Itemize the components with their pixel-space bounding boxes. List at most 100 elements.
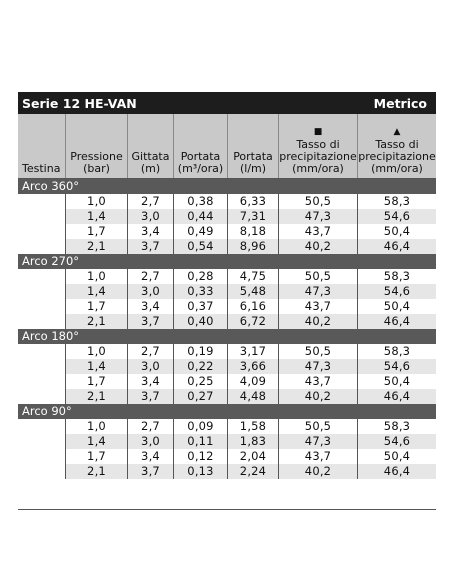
group-header: Arco 270° (18, 254, 436, 269)
table-cell: 54,6 (357, 209, 436, 224)
table-cell: 2,7 (127, 419, 173, 434)
testina-cell (18, 434, 65, 449)
header-portata-lm: Portata (l/m) (227, 114, 278, 178)
header-gittata: Gittata (m) (127, 114, 173, 178)
table-cell: 3,4 (127, 374, 173, 389)
table-cell: 4,75 (227, 269, 278, 284)
testina-cell (18, 419, 65, 434)
table-cell: 3,7 (127, 389, 173, 404)
table-row: 1,0 2,7 0,19 3,17 50,5 58,3 (18, 344, 436, 359)
table-cell: 1,4 (65, 284, 127, 299)
table-cell: 47,3 (278, 209, 357, 224)
table-cell: 50,4 (357, 374, 436, 389)
table-cell: 3,0 (127, 209, 173, 224)
table-cell: 0,27 (173, 389, 227, 404)
table-cell: 4,48 (227, 389, 278, 404)
testina-cell (18, 239, 65, 254)
table-cell: 0,12 (173, 449, 227, 464)
table-row: 1,4 3,0 0,33 5,48 47,3 54,6 (18, 284, 436, 299)
table-row: 2,1 3,7 0,27 4,48 40,2 46,4 (18, 389, 436, 404)
table-cell: 0,44 (173, 209, 227, 224)
table-cell: 50,4 (357, 449, 436, 464)
table-cell: 6,33 (227, 194, 278, 209)
table-cell: 40,2 (278, 239, 357, 254)
table-cell: 3,7 (127, 239, 173, 254)
table-row: 1,4 3,0 0,44 7,31 47,3 54,6 (18, 209, 436, 224)
table-cell: 54,6 (357, 284, 436, 299)
testina-cell (18, 299, 65, 314)
table-cell: 1,83 (227, 434, 278, 449)
table-cell: 50,5 (278, 419, 357, 434)
testina-cell (18, 284, 65, 299)
table-cell: 2,7 (127, 269, 173, 284)
table-cell: 47,3 (278, 284, 357, 299)
table-cell: 1,0 (65, 344, 127, 359)
table-row: 1,4 3,0 0,11 1,83 47,3 54,6 (18, 434, 436, 449)
table-cell: 1,0 (65, 194, 127, 209)
triangle-icon: ▲ (393, 127, 401, 137)
testina-cell (18, 344, 65, 359)
group-header: Arco 180° (18, 329, 436, 344)
table-row: 1,0 2,7 0,09 1,58 50,5 58,3 (18, 419, 436, 434)
table-cell: 40,2 (278, 314, 357, 329)
table-cell: 1,7 (65, 449, 127, 464)
header-pressione: Pressione (bar) (65, 114, 127, 178)
table-cell: 8,96 (227, 239, 278, 254)
square-icon: ■ (313, 127, 323, 137)
column-header-row: Testina Pressione (bar) Gittata (m) Port… (18, 114, 436, 179)
performance-table: Serie 12 HE-VAN Metrico Testina Pression… (18, 92, 436, 479)
table-cell: 0,38 (173, 194, 227, 209)
units-label: Metrico (373, 95, 427, 111)
bottom-divider (18, 509, 436, 510)
table-cell: 40,2 (278, 389, 357, 404)
table-row: 2,1 3,7 0,54 8,96 40,2 46,4 (18, 239, 436, 254)
testina-cell (18, 389, 65, 404)
table-cell: 40,2 (278, 464, 357, 479)
table-cell: 50,5 (278, 194, 357, 209)
testina-cell (18, 194, 65, 209)
header-portata-m3: Portata (m³/ora) (173, 114, 227, 178)
table-cell: 7,31 (227, 209, 278, 224)
table-cell: 0,13 (173, 464, 227, 479)
table-cell: 0,49 (173, 224, 227, 239)
table-cell: 58,3 (357, 419, 436, 434)
table-cell: 3,0 (127, 434, 173, 449)
table-cell: 1,7 (65, 224, 127, 239)
table-cell: 3,7 (127, 464, 173, 479)
group-header: Arco 90° (18, 404, 436, 419)
table-cell: 46,4 (357, 389, 436, 404)
table-cell: 50,4 (357, 299, 436, 314)
table-row: 1,7 3,4 0,12 2,04 43,7 50,4 (18, 449, 436, 464)
table-cell: 3,0 (127, 284, 173, 299)
table-cell: 1,4 (65, 359, 127, 374)
table-cell: 3,0 (127, 359, 173, 374)
table-cell: 46,4 (357, 239, 436, 254)
table-cell: 0,22 (173, 359, 227, 374)
testina-cell (18, 464, 65, 479)
table-cell: 1,4 (65, 209, 127, 224)
table-cell: 58,3 (357, 269, 436, 284)
table-row: 1,7 3,4 0,49 8,18 43,7 50,4 (18, 224, 436, 239)
table-cell: 1,7 (65, 299, 127, 314)
table-cell: 46,4 (357, 314, 436, 329)
table-cell: 0,25 (173, 374, 227, 389)
table-cell: 1,7 (65, 374, 127, 389)
table-row: 1,0 2,7 0,28 4,75 50,5 58,3 (18, 269, 436, 284)
table-cell: 0,37 (173, 299, 227, 314)
table-cell: 5,48 (227, 284, 278, 299)
table-cell: 0,19 (173, 344, 227, 359)
header-tasso-triangle: ▲ Tasso di precipitazione (mm/ora) (357, 114, 436, 178)
table-cell: 43,7 (278, 449, 357, 464)
table-cell: 2,1 (65, 239, 127, 254)
table-cell: 43,7 (278, 299, 357, 314)
table-cell: 43,7 (278, 374, 357, 389)
table-cell: 2,04 (227, 449, 278, 464)
table-cell: 50,5 (278, 344, 357, 359)
testina-cell (18, 374, 65, 389)
table-cell: 0,28 (173, 269, 227, 284)
table-row: 2,1 3,7 0,13 2,24 40,2 46,4 (18, 464, 436, 479)
table-row: 2,1 3,7 0,40 6,72 40,2 46,4 (18, 314, 436, 329)
table-cell: 2,7 (127, 344, 173, 359)
table-cell: 3,66 (227, 359, 278, 374)
testina-cell (18, 314, 65, 329)
